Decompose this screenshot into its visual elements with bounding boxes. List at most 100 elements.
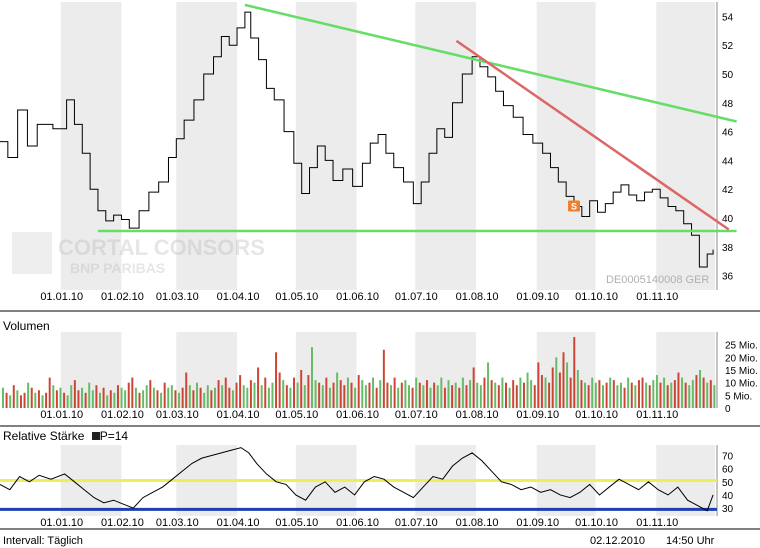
volume-bar [52,385,55,408]
volume-bar [580,380,583,408]
volume-bar [522,382,525,408]
volume-bar [472,367,475,408]
price-tick-label: 38 [722,243,734,254]
month-band [60,2,122,290]
volume-bar [411,387,414,408]
volume-bar [706,382,709,408]
volume-bar [48,377,51,408]
volume-bar [670,382,673,408]
rsi-line [0,447,714,512]
x-tick-label: 01.03.10 [156,517,199,529]
price-tick-label: 48 [722,99,734,110]
volume-bar [637,380,640,408]
volume-bar [584,382,587,408]
volume-bar [501,377,504,408]
volume-bar [490,380,493,408]
volume-bar [483,377,486,408]
isin-label: DE0005140008 GER [606,274,709,286]
volume-bar [34,392,37,408]
volume-bar [127,382,130,408]
price-tick-label: 36 [722,272,734,283]
volume-bar [289,387,292,408]
month-band [415,2,477,290]
month-band [536,2,596,290]
volume-bar [544,377,547,408]
volume-bar [354,387,357,408]
watermark: CORTAL CONSORS BNP PARIBAS [12,232,265,276]
volume-bar [372,377,375,408]
volume-bars [2,337,716,408]
volume-bar [454,382,457,408]
volume-bar [699,370,702,408]
x-tick-label: 01.01.10 [40,517,83,529]
volume-bar [415,377,418,408]
volume-bar [505,382,507,408]
price-tick-label: 42 [722,185,734,196]
rsi-legend-swatch-icon [91,432,100,440]
volume-bar [587,385,590,408]
volume-bar [569,377,572,408]
volume-bar [109,390,112,408]
volume-bar [188,385,191,408]
volume-bar [196,382,198,408]
volume-bar [163,382,166,408]
volume-bar [178,392,181,408]
volume-bar [558,372,561,408]
volume-bar [368,382,371,408]
volume-bar [278,372,281,408]
volume-bar [447,380,450,408]
volume-tick-label: 25 Mio. [725,341,758,352]
volume-bar [537,362,540,408]
volume-bar [688,385,691,408]
volume-bar [673,380,676,408]
volume-bar [713,385,716,408]
volume-bar [573,337,576,408]
volume-bar [487,362,490,408]
volume-bar [246,387,249,408]
volume-bar [156,390,159,408]
volume-bar [533,385,536,408]
volume-bar [160,392,163,408]
volume-bar [91,390,94,408]
volume-bar [691,380,694,408]
volume-bar [303,385,306,408]
volume-bar [19,395,22,408]
volume-bar [242,385,245,408]
volume-y-axis: 25 Mio.20 Mio. 15 Mio. 10 Mio.5 Mio. 0 [725,341,758,415]
x-tick-label: 01.09.10 [516,291,559,303]
volume-bar [451,385,454,408]
volume-bar [134,387,137,408]
volume-bar [185,372,188,408]
volume-bar [648,385,651,408]
volume-bar [210,390,213,408]
volume-bar [594,382,597,408]
volume-bar [469,380,472,408]
x-tick-label: 01.01.10 [40,409,83,421]
volume-bar [235,382,238,408]
volume-bar [709,380,712,408]
volume-bar [336,372,339,408]
x-tick-label: 01.03.10 [156,409,199,421]
volume-bar [318,382,321,408]
volume-bar [343,385,346,408]
volume-bar [695,375,698,408]
x-tick-label: 01.10.10 [575,409,618,421]
signal-marker-box [567,200,580,212]
price-tick-label: 46 [722,128,734,139]
volume-bar [346,377,349,408]
volume-bar [429,387,432,408]
volume-bar [350,382,353,408]
volume-bar [634,385,637,408]
volume-bar [400,382,403,408]
volume-bar [221,385,224,408]
volume-bar [677,372,680,408]
volume-title: Volumen [3,319,50,333]
volume-bar [300,370,303,408]
volume-bar [364,385,367,408]
x-tick-label: 01.06.10 [336,291,379,303]
volume-bar [113,392,116,408]
volume-bar [393,377,396,408]
month-band [60,332,122,408]
volume-bar [666,385,669,408]
